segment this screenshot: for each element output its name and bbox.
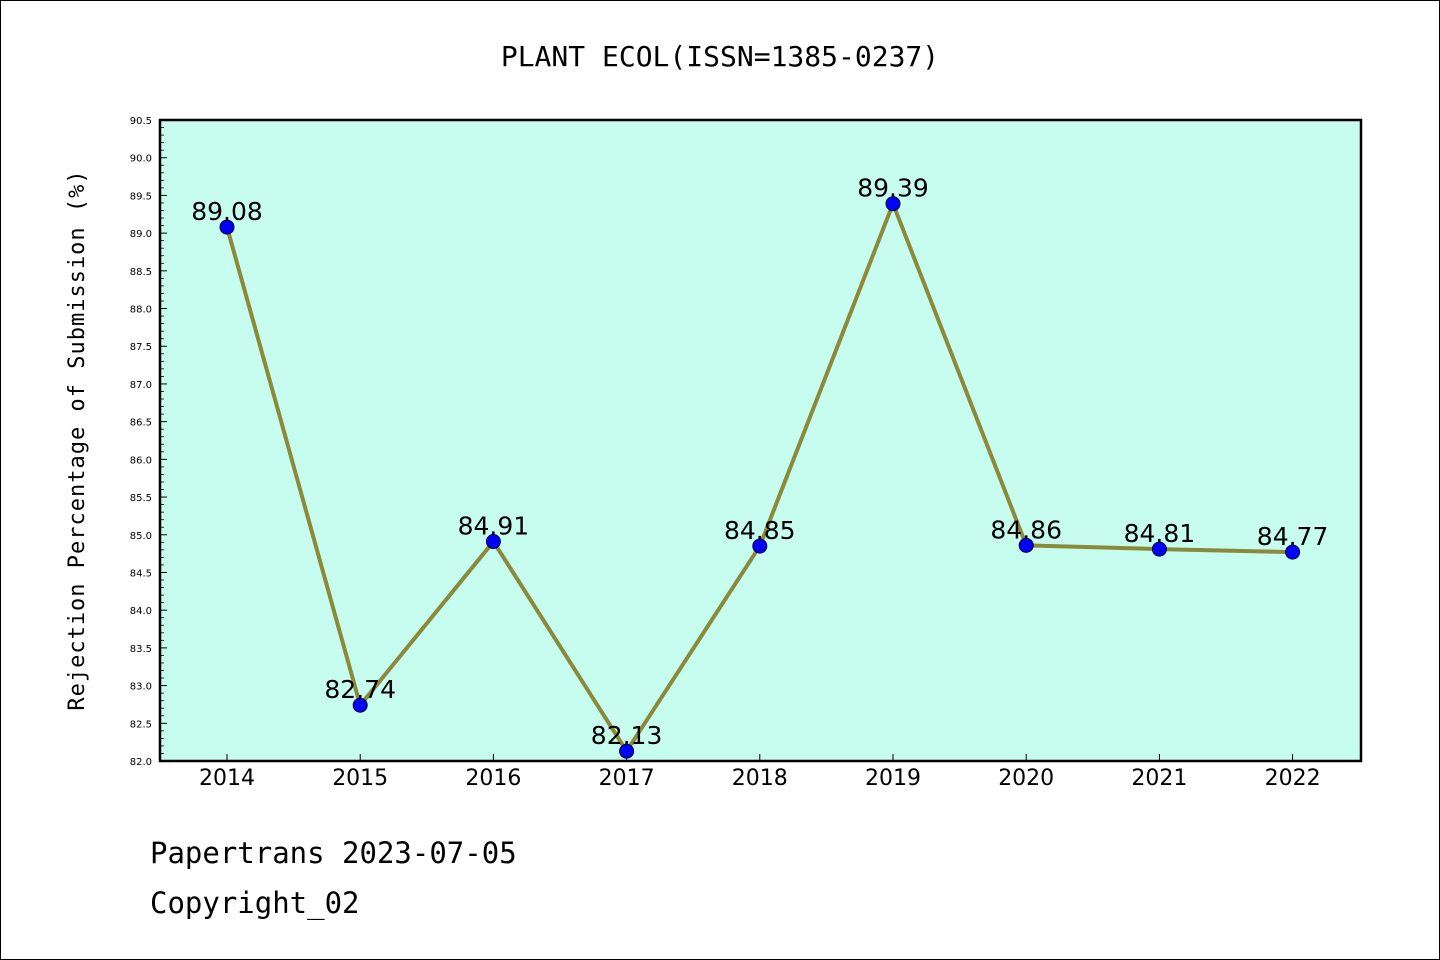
y-tick-label: 82.0 (130, 757, 152, 768)
y-tick-label: 86.0 (130, 455, 152, 466)
data-point (219, 219, 235, 235)
x-tick-label: 2021 (1131, 766, 1187, 791)
data-point (752, 538, 768, 554)
x-tick-label: 2018 (732, 766, 788, 791)
x-tick-label: 2016 (465, 766, 521, 791)
plot-area (158, 118, 1363, 763)
y-axis-label: Rejection Percentage of Submission (%) (65, 169, 90, 710)
data-label: 84.77 (1257, 522, 1329, 551)
x-tick-label: 2020 (998, 766, 1054, 791)
chart-title: PLANT ECOL(ISSN=1385-0237) (501, 40, 939, 73)
data-label: 84.81 (1124, 519, 1196, 548)
data-point (885, 196, 901, 212)
y-tick-label: 90.0 (130, 154, 152, 165)
data-label: 84.85 (724, 516, 796, 545)
x-tick-label: 2019 (865, 766, 921, 791)
x-axis: 2014 2015 2016 2017 2018 2019 2020 2021 2022 (199, 754, 1321, 791)
data-label: 82.74 (324, 675, 396, 704)
y-tick-label: 82.5 (130, 719, 152, 730)
y-tick-label: 88.5 (130, 267, 152, 278)
x-tick-label: 2022 (1265, 766, 1321, 791)
data-label: 89.08 (191, 197, 263, 226)
y-tick-label: 90.5 (130, 116, 152, 127)
series-group: 89.08 82.74 84.91 82.13 84.85 89.39 84.86 84.81… (191, 174, 1329, 759)
y-tick-label: 88.0 (130, 305, 152, 316)
source-footer: Papertrans 2023-07-05 (150, 836, 517, 870)
y-tick-label: 85.0 (130, 531, 152, 542)
y-tick-label: 84.0 (130, 606, 152, 617)
y-tick-label: 87.0 (130, 380, 152, 391)
y-tick-label: 85.5 (130, 493, 152, 504)
x-tick-label: 2014 (199, 766, 255, 791)
x-tick-label: 2017 (599, 766, 655, 791)
data-label: 82.13 (591, 721, 663, 750)
y-tick-label: 89.0 (130, 229, 152, 240)
data-point (1018, 537, 1034, 553)
data-label: 89.39 (857, 174, 929, 203)
y-axis: 82.0 82.5 83.0 83.5 84.0 84.5 85.0 85.5 86.0 86.5… (130, 116, 167, 768)
y-tick-label: 84.5 (130, 568, 152, 579)
data-point (485, 534, 501, 550)
data-point (619, 743, 635, 759)
x-tick-label: 2015 (332, 766, 388, 791)
data-point (1151, 541, 1167, 557)
data-label: 84.86 (990, 515, 1062, 544)
copyright-footer: Copyright_02 (150, 886, 360, 920)
data-label: 84.91 (458, 512, 530, 541)
y-tick-label: 89.5 (130, 191, 152, 202)
data-point (352, 697, 368, 713)
data-point (1285, 544, 1301, 560)
y-tick-label: 83.5 (130, 644, 152, 655)
y-tick-label: 83.0 (130, 682, 152, 693)
y-tick-label: 87.5 (130, 342, 152, 353)
y-tick-label: 86.5 (130, 418, 152, 429)
